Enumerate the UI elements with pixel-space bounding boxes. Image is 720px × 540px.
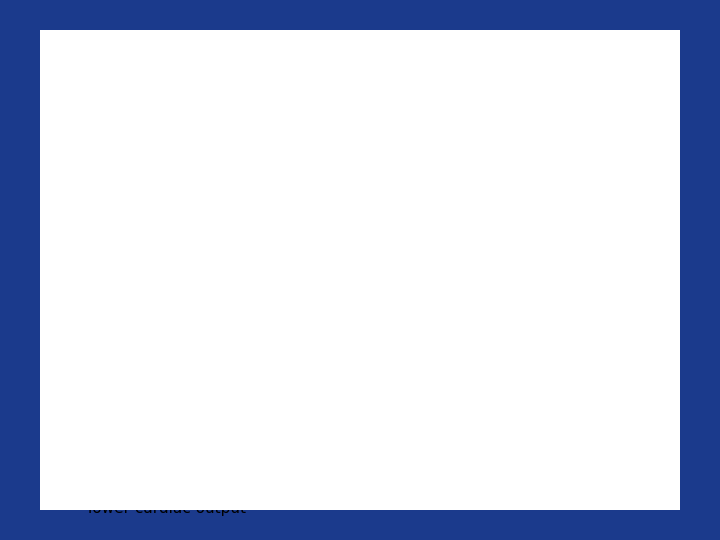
Text: •: • bbox=[57, 227, 67, 245]
Text: Stroke volume is lower in children (smaller hearts): Stroke volume is lower in children (smal… bbox=[88, 354, 474, 369]
Text: •: • bbox=[57, 383, 67, 401]
Text: •: • bbox=[57, 448, 67, 466]
Text: Resting and Submaximal Exercise: Resting and Submaximal Exercise bbox=[59, 200, 364, 215]
Text: Blood flow to active muscles per unit volume of muscle
is greater: Blood flow to active muscles per unit vo… bbox=[88, 296, 513, 329]
Text: •: • bbox=[57, 484, 67, 502]
Text: Resting blood pressure is lower in children (proportional
to body size), but pro: Resting blood pressure is lower in child… bbox=[88, 227, 517, 276]
Text: •: • bbox=[57, 354, 67, 372]
Text: Cardiovascular and
Respiratory Function: Cardiovascular and Respiratory Function bbox=[196, 44, 524, 106]
Text: Heart rate responses for a given absolute submaximal
work rate is higher (to com: Heart rate responses for a given absolut… bbox=[88, 383, 505, 415]
Text: •: • bbox=[57, 296, 67, 314]
Text: Cardiac output is somewhat lower for a given absolute
work rate: Cardiac output is somewhat lower for a g… bbox=[88, 448, 507, 480]
Text: (a-̅v)O₂ differences are increased to compensate for a
lower cardiac output: (a-̅v)O₂ differences are increased to co… bbox=[88, 484, 500, 516]
